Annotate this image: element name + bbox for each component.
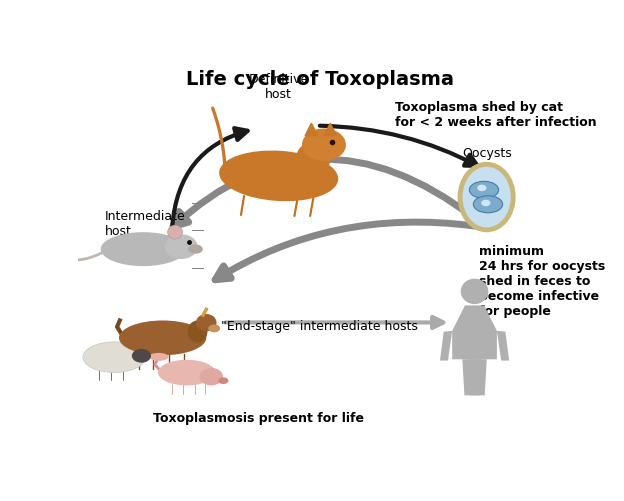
Text: Definitive
host: Definitive host <box>248 73 309 101</box>
Ellipse shape <box>460 164 513 230</box>
Polygon shape <box>305 123 318 136</box>
Polygon shape <box>497 331 509 361</box>
Polygon shape <box>467 359 487 395</box>
Ellipse shape <box>168 225 182 239</box>
Ellipse shape <box>83 342 145 372</box>
Ellipse shape <box>477 184 487 191</box>
Ellipse shape <box>196 314 217 331</box>
Polygon shape <box>324 123 336 136</box>
Ellipse shape <box>188 244 203 254</box>
Ellipse shape <box>208 325 220 332</box>
Ellipse shape <box>158 360 215 385</box>
Ellipse shape <box>132 349 151 363</box>
Text: Intermediate
host: Intermediate host <box>105 210 185 238</box>
Ellipse shape <box>188 321 207 343</box>
Ellipse shape <box>481 200 490 206</box>
Ellipse shape <box>461 279 489 304</box>
Polygon shape <box>440 331 452 361</box>
Ellipse shape <box>100 232 186 266</box>
Text: Life cycle of Toxoplasma: Life cycle of Toxoplasma <box>186 70 454 89</box>
Ellipse shape <box>165 234 198 259</box>
Polygon shape <box>452 306 497 359</box>
Ellipse shape <box>469 181 499 198</box>
Ellipse shape <box>218 377 228 384</box>
Ellipse shape <box>296 142 331 174</box>
Text: "End-stage" intermediate hosts: "End-stage" intermediate hosts <box>222 320 418 333</box>
Polygon shape <box>462 359 482 395</box>
Text: minimum
24 hrs for oocysts
shed in feces to
become infective
for people: minimum 24 hrs for oocysts shed in feces… <box>479 245 606 318</box>
Ellipse shape <box>219 150 338 201</box>
Ellipse shape <box>199 368 223 385</box>
Ellipse shape <box>119 321 207 355</box>
Text: Toxoplasmosis present for life: Toxoplasmosis present for life <box>153 412 364 425</box>
Text: Oocysts: Oocysts <box>462 147 512 160</box>
Ellipse shape <box>149 353 168 361</box>
Ellipse shape <box>474 196 502 213</box>
Text: Toxoplasma shed by cat
for < 2 weeks after infection: Toxoplasma shed by cat for < 2 weeks aft… <box>395 101 597 129</box>
Ellipse shape <box>302 128 346 161</box>
